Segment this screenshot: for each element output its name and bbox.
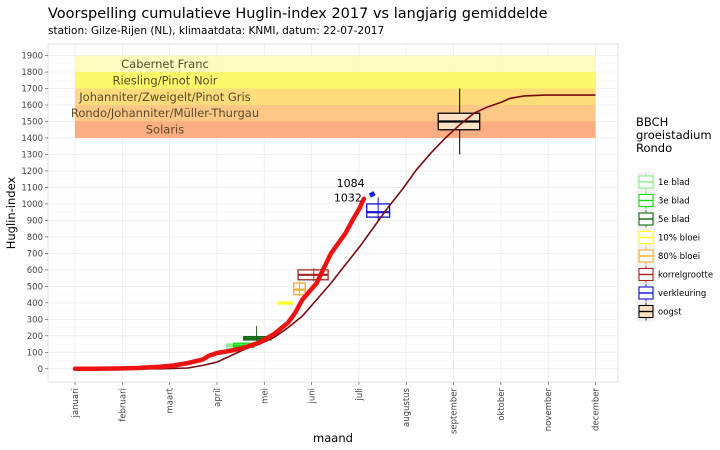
x-tick-label: oktober	[497, 388, 507, 421]
y-tick-label: 600	[27, 266, 43, 276]
x-axis-label: maand	[313, 431, 353, 445]
x-tick-label: maart	[166, 387, 176, 413]
stage-box	[366, 203, 391, 218]
forecast-marks: 1032 1084	[334, 177, 376, 205]
y-tick-label: 1700	[21, 85, 43, 95]
chart-title: Voorspelling cumulatieve Huglin-index 20…	[48, 6, 548, 22]
x-tick-label: juni	[308, 388, 318, 405]
x-axis-ticks: januari februari maart april mei juni juli augu…	[71, 382, 602, 434]
y-tick-label: 200	[27, 332, 43, 342]
chart-subtitle: station: Gilze-Rijen (NL), klimaatdata: …	[48, 25, 384, 37]
y-tick-label: 1400	[21, 134, 43, 144]
y-tick-label: 0	[38, 365, 43, 375]
y-tick-label: 700	[27, 249, 43, 259]
legend-title: BBCH	[636, 115, 668, 129]
y-axis-label: Huglin-index	[4, 177, 18, 250]
forecast-label-low: 1032	[334, 192, 362, 205]
band-label: Cabernet Franc	[121, 57, 209, 71]
y-tick-label: 1800	[21, 68, 43, 78]
legend-label: 10% bloei	[658, 234, 700, 244]
forecast-marker	[368, 191, 376, 198]
y-tick-label: 900	[27, 216, 43, 226]
y-tick-label: 400	[27, 299, 43, 309]
y-tick-label: 1600	[21, 101, 43, 111]
legend-label: 5e blad	[658, 215, 690, 225]
legend-title: groeistadium	[636, 128, 712, 142]
legend-label: 1e blad	[658, 178, 690, 188]
x-tick-label: februari	[118, 388, 128, 422]
legend-label: oogst	[658, 308, 682, 318]
legend-title: Rondo	[636, 141, 672, 155]
x-tick-label: januari	[71, 388, 81, 418]
band-1700	[75, 72, 596, 89]
legend-label: 80% bloei	[658, 252, 700, 262]
y-tick-label: 800	[27, 233, 43, 243]
y-tick-label: 1300	[21, 150, 43, 160]
legend-label: korrelgrootte	[658, 271, 713, 281]
legend-label: 3e blad	[658, 197, 690, 207]
y-axis-ticks: 0 100 200 300 400 500 600 700 800 900 1000 1100 1200…	[21, 52, 48, 375]
y-tick-label: 1100	[21, 183, 43, 193]
series-2017-line	[72, 196, 367, 372]
band-1800	[75, 55, 596, 73]
y-tick-label: 500	[27, 282, 43, 292]
x-tick-label: mei	[260, 388, 270, 404]
y-tick-label: 1500	[21, 117, 43, 127]
x-tick-label: september	[450, 387, 460, 434]
x-tick-label: december	[592, 388, 602, 431]
legend-label: verkleuring	[658, 289, 706, 299]
x-tick-label: november	[544, 387, 554, 431]
band-label: Riesling/Pinot Noir	[112, 73, 217, 87]
y-tick-label: 100	[27, 348, 43, 358]
x-tick-label: juli	[355, 388, 365, 401]
threshold-bands: Cabernet Franc Riesling/Pinot Noir Johanni…	[71, 55, 596, 138]
band-label: Solaris	[146, 123, 185, 137]
series-lines	[72, 94, 596, 372]
y-tick-label: 300	[27, 315, 43, 325]
series-average-line	[75, 94, 596, 370]
forecast-label-high: 1084	[337, 177, 365, 190]
band-1600	[75, 88, 596, 106]
y-tick-label: 1000	[21, 200, 43, 210]
band-label: Johanniter/Zweigelt/Pinot Gris	[78, 90, 250, 104]
y-tick-label: 1900	[21, 52, 43, 62]
x-tick-label: april	[213, 388, 223, 407]
y-tick-label: 1200	[21, 167, 43, 177]
x-tick-label: augustus	[402, 387, 412, 427]
band-label: Rondo/Johanniter/Müller-Thurgau	[71, 106, 259, 120]
